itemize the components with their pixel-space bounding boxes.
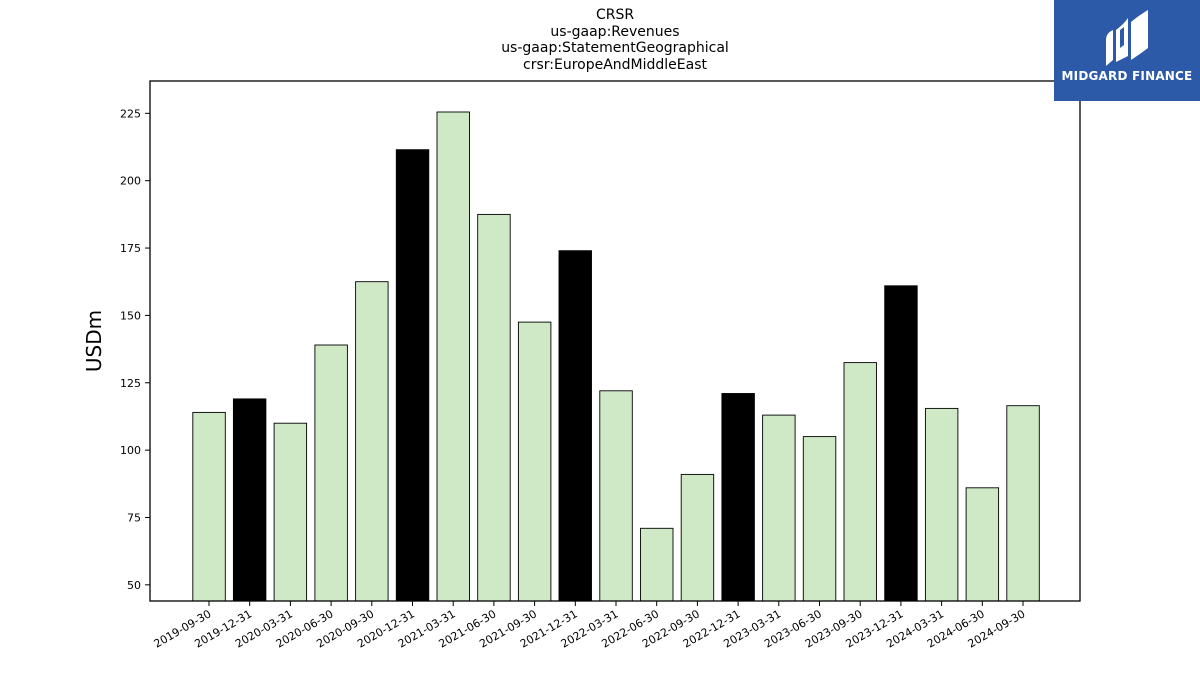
bar-2020-12-31 [395, 149, 430, 602]
bar-2022-12-31 [721, 393, 755, 602]
bar-2019-12-31 [232, 398, 267, 602]
y-tick-label: 200 [120, 175, 141, 188]
y-tick-label: 50 [127, 579, 141, 592]
logo-text: MIDGARD FINANCE [1061, 69, 1193, 83]
y-axis-label: USDm [82, 310, 106, 372]
bar-2024-09-30 [1006, 405, 1040, 602]
bar-2019-09-30 [192, 411, 226, 602]
chart-title-line-3: us-gaap:StatementGeographical [501, 40, 729, 56]
bar-2023-09-30 [843, 362, 877, 602]
y-axis-ticks: 50 75 100 125 150 175 200 225 [120, 107, 150, 592]
y-tick-label: 150 [120, 309, 141, 322]
y-tick-label: 125 [120, 377, 141, 390]
bar-2021-09-30 [517, 321, 552, 602]
bar-2022-09-30 [680, 473, 715, 602]
bars-group [192, 111, 1040, 602]
plot-frame [149, 80, 1081, 602]
bar-2024-03-31 [924, 407, 959, 602]
bar-2020-06-30 [314, 344, 348, 602]
bar-2023-12-31 [884, 285, 918, 602]
chart-title-line-1: CRSR [595, 7, 635, 23]
bar-2023-06-30 [802, 436, 837, 602]
bar-2021-12-31 [558, 250, 592, 602]
bar-2020-09-30 [355, 281, 389, 602]
bar-2023-03-31 [762, 414, 796, 602]
bar-2020-03-31 [273, 422, 308, 602]
y-tick-label: 75 [127, 511, 141, 524]
bar-2021-03-31 [436, 111, 470, 602]
bar-2021-06-30 [477, 213, 511, 602]
x-axis-ticks: 2019-09-302019-12-312020-03-312020-06-30… [152, 601, 1028, 651]
y-tick-label: 100 [120, 444, 141, 457]
bar-2022-03-31 [599, 390, 633, 602]
bar-2022-06-30 [640, 527, 674, 602]
chart-title-line-2: us-gaap:Revenues [550, 24, 680, 40]
bar-2024-06-30 [965, 487, 1000, 602]
midgard-finance-logo: MIDGARD FINANCE [1054, 0, 1200, 101]
y-tick-label: 175 [120, 242, 141, 255]
logo-mark-icon [1106, 10, 1148, 66]
y-tick-label: 225 [120, 107, 141, 120]
chart-title-line-4: crsr:EuropeAndMiddleEast [523, 57, 707, 73]
